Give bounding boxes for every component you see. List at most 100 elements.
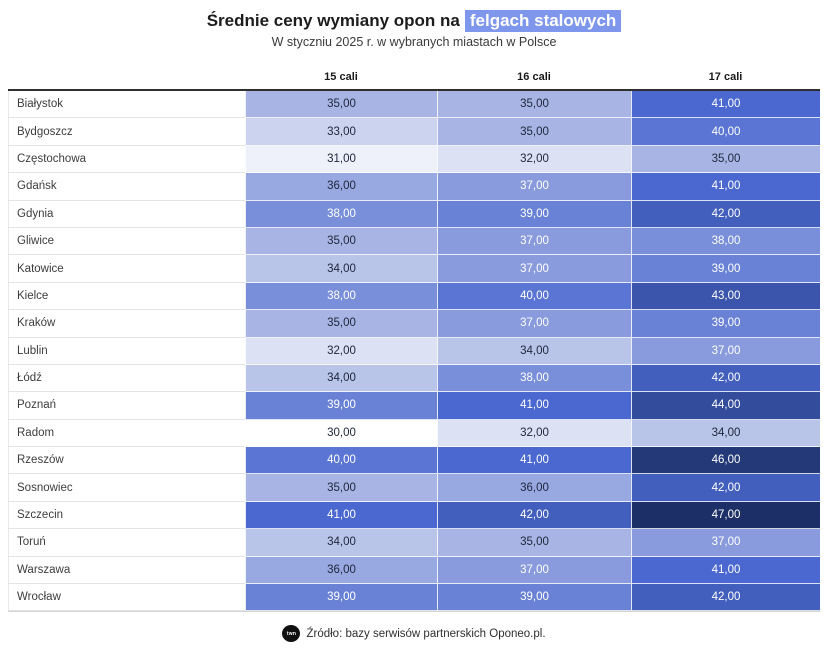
row-label: Częstochowa — [8, 145, 245, 174]
source-note: twn Źródło: bazy serwisów partnerskich O… — [0, 625, 828, 643]
row-label: Wrocław — [8, 584, 245, 612]
price-heatmap-table: 15 cali 16 cali 17 cali Białystok 35,00 35,0… — [8, 64, 820, 613]
header-row: 15 cali 16 cali 17 cali — [8, 64, 820, 91]
table-row: Lublin 32,00 34,00 37,00 — [8, 337, 820, 365]
price-cell: 38,00 — [631, 227, 820, 256]
price-cell: 37,00 — [631, 529, 820, 557]
row-label: Białystok — [8, 91, 245, 119]
price-cell: 39,00 — [245, 392, 437, 420]
price-cell: 33,00 — [245, 118, 437, 146]
price-cell: 39,00 — [437, 200, 631, 228]
row-label: Sosnowiec — [8, 474, 245, 502]
column-header: 17 cali — [708, 70, 743, 83]
table-row: Kraków 35,00 37,00 39,00 — [8, 310, 820, 338]
column-header: 15 cali — [324, 70, 358, 83]
source-logo-icon: twn — [282, 625, 301, 643]
table-row: Kielce 38,00 40,00 43,00 — [8, 282, 820, 311]
price-cell: 36,00 — [245, 556, 437, 585]
row-label: Rzeszów — [8, 447, 245, 475]
price-cell: 32,00 — [245, 337, 437, 365]
price-cell: 42,00 — [631, 364, 820, 393]
row-label: Łódź — [8, 364, 245, 393]
row-label: Warszawa — [8, 556, 245, 585]
table-row: Szczecin 41,00 42,00 47,00 — [8, 501, 820, 530]
price-cell: 46,00 — [631, 447, 820, 475]
price-cell: 37,00 — [437, 310, 631, 338]
row-label: Kielce — [8, 282, 245, 311]
price-cell: 35,00 — [437, 529, 631, 557]
row-label: Gliwice — [8, 227, 245, 256]
price-cell: 34,00 — [245, 255, 437, 283]
price-cell: 41,00 — [245, 501, 437, 530]
table-row: Gliwice 35,00 37,00 38,00 — [8, 227, 820, 256]
price-cell: 38,00 — [245, 200, 437, 228]
table-row: Gdańsk 36,00 37,00 41,00 — [8, 173, 820, 201]
price-cell: 42,00 — [631, 474, 820, 502]
table-body: Białystok 35,00 35,00 41,00 Bydgoszcz 33,00 35… — [8, 91, 820, 612]
price-cell: 41,00 — [437, 392, 631, 420]
chart-title-text: Średnie ceny wymiany opon na — [206, 11, 460, 30]
price-cell: 37,00 — [437, 255, 631, 283]
price-cell: 39,00 — [245, 584, 437, 612]
price-cell: 37,00 — [437, 556, 631, 585]
price-cell: 44,00 — [631, 392, 820, 420]
price-cell: 40,00 — [437, 282, 631, 311]
price-cell: 37,00 — [437, 227, 631, 256]
price-cell: 41,00 — [437, 447, 631, 475]
row-label: Lublin — [8, 337, 245, 365]
table-row: Katowice 34,00 37,00 39,00 — [8, 255, 820, 283]
table-row: Częstochowa 31,00 32,00 35,00 — [8, 145, 820, 174]
price-cell: 35,00 — [245, 91, 437, 119]
title-highlight: felgach stalowych — [464, 10, 622, 32]
row-label: Bydgoszcz — [8, 118, 245, 146]
column-header: 16 cali — [517, 70, 551, 83]
price-cell: 34,00 — [631, 419, 820, 448]
table-row: Poznań 39,00 41,00 44,00 — [8, 392, 820, 420]
price-cell: 36,00 — [437, 474, 631, 502]
price-cell: 42,00 — [631, 200, 820, 228]
row-label: Kraków — [8, 310, 245, 338]
row-label: Gdynia — [8, 200, 245, 228]
price-cell: 37,00 — [437, 173, 631, 201]
price-cell: 35,00 — [245, 474, 437, 502]
table-row: Białystok 35,00 35,00 41,00 — [8, 91, 820, 119]
table-row: Radom 30,00 32,00 34,00 — [8, 419, 820, 448]
row-label: Szczecin — [8, 501, 245, 530]
price-cell: 39,00 — [631, 310, 820, 338]
price-cell: 42,00 — [437, 501, 631, 530]
price-cell: 32,00 — [437, 419, 631, 448]
price-cell: 40,00 — [631, 118, 820, 146]
price-cell: 36,00 — [245, 173, 437, 201]
chart-subtitle: W styczniu 2025 r. w wybranych miastach … — [271, 35, 557, 49]
row-label: Toruń — [8, 529, 245, 557]
price-cell: 39,00 — [631, 255, 820, 283]
price-cell: 35,00 — [245, 227, 437, 256]
price-cell: 37,00 — [631, 337, 820, 365]
price-cell: 41,00 — [631, 91, 820, 119]
chart-title: Średnie ceny wymiany opon na felgach stal… — [0, 9, 828, 32]
row-label: Radom — [8, 419, 245, 448]
price-cell: 47,00 — [631, 501, 820, 530]
table-row: Sosnowiec 35,00 36,00 42,00 — [8, 474, 820, 502]
price-cell: 38,00 — [437, 364, 631, 393]
table-row: Bydgoszcz 33,00 35,00 40,00 — [8, 118, 820, 146]
price-cell: 41,00 — [631, 556, 820, 585]
row-label: Gdańsk — [8, 173, 245, 201]
price-cell: 34,00 — [437, 337, 631, 365]
price-cell: 32,00 — [437, 145, 631, 174]
price-cell: 38,00 — [245, 282, 437, 311]
price-cell: 30,00 — [245, 419, 437, 448]
price-cell: 35,00 — [437, 118, 631, 146]
source-text: Źródło: bazy serwisów partnerskich Opone… — [306, 627, 546, 640]
price-cell: 41,00 — [631, 173, 820, 201]
price-cell: 31,00 — [245, 145, 437, 174]
price-cell: 39,00 — [437, 584, 631, 612]
table-row: Wrocław 39,00 39,00 42,00 — [8, 584, 820, 612]
price-cell: 34,00 — [245, 364, 437, 393]
price-cell: 35,00 — [437, 91, 631, 119]
price-cell: 34,00 — [245, 529, 437, 557]
table-row: Łódź 34,00 38,00 42,00 — [8, 364, 820, 393]
table-row: Toruń 34,00 35,00 37,00 — [8, 529, 820, 557]
price-cell: 35,00 — [631, 145, 820, 174]
row-label: Katowice — [8, 255, 245, 283]
